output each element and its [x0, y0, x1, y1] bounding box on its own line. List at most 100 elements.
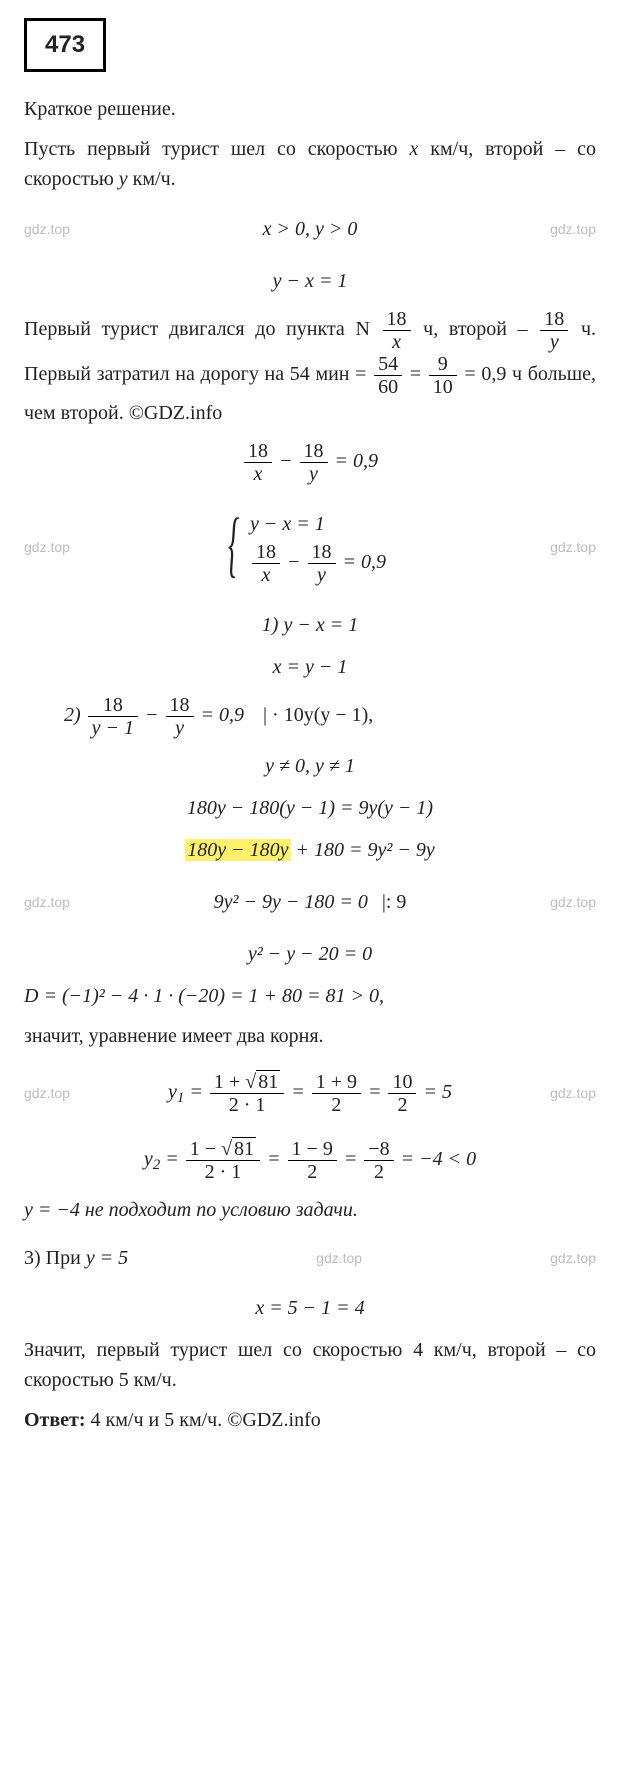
frac: 1 − √812 · 1 [186, 1138, 260, 1183]
num: 18 [300, 440, 328, 463]
num: 18 [308, 541, 336, 564]
eq: = [291, 1081, 310, 1103]
text: Пусть первый турист шел со скоростью [24, 138, 409, 160]
frac: 18x [244, 440, 272, 485]
den: y [166, 717, 194, 739]
num: 18 [88, 694, 138, 717]
line-a: 180y − 180(y − 1) = 9y(y − 1) [24, 793, 596, 823]
watermark: gdz.top [550, 1248, 596, 1269]
den: y [540, 331, 568, 353]
heading: Краткое решение. [24, 94, 596, 124]
cond: y ≠ 0, y ≠ 1 [24, 751, 596, 781]
rhs: = 0,9 [201, 704, 245, 726]
problem-number: 473 [24, 18, 106, 72]
y: y [144, 1148, 153, 1170]
line-b: 180y − 180y + 180 = 9y² − 9y [24, 835, 596, 865]
minus: − [145, 704, 164, 726]
eq: y − x = 1 [283, 614, 358, 636]
frac: 18y − 1 [88, 694, 138, 739]
res: = −4 < 0 [401, 1148, 477, 1170]
label: 1) [262, 614, 284, 636]
answer-row: Ответ: 4 км/ч и 5 км/ч. ©GDZ.info [24, 1405, 596, 1435]
sub: 1 [177, 1090, 185, 1106]
den: 60 [374, 376, 402, 398]
den: y [300, 463, 328, 485]
watermark: gdz.top [24, 892, 70, 913]
sys-row-2: 18x − 18y = 0,9 [250, 541, 386, 586]
watermark: gdz.top [24, 1083, 70, 1104]
wm-row: gdz.top y1 = 1 + √812 · 1 = 1 + 92 = 102… [24, 1059, 596, 1128]
frac: 1 − 92 [288, 1138, 337, 1183]
text: км/ч. [128, 168, 176, 190]
var-y: y [119, 168, 128, 190]
eq: = [368, 1081, 387, 1103]
watermark: gdz.top [550, 537, 596, 558]
num: −8 [364, 1138, 393, 1161]
num: 10 [388, 1071, 416, 1094]
eq: = [267, 1148, 286, 1170]
system: y − x = 1 18x − 18y = 0,9 [70, 507, 550, 588]
watermark: gdz.top [550, 1083, 596, 1104]
den: y − 1 [88, 717, 138, 739]
den: 2 [312, 1094, 361, 1116]
den: 2 [288, 1161, 337, 1183]
num: 18 [383, 308, 411, 331]
conclusion: Значит, первый турист шел со скоростью 4… [24, 1335, 596, 1395]
den: x [244, 463, 272, 485]
highlight: 180y − 180y [185, 839, 290, 861]
num: 1 − 9 [288, 1138, 337, 1161]
frac: 18y [300, 440, 328, 485]
numtext: 1 − [190, 1138, 221, 1160]
text: ч, второй – [413, 318, 539, 340]
den: 2 · 1 [210, 1094, 284, 1116]
time-paragraph: Первый турист двигался до пункта N 18x ч… [24, 308, 596, 428]
frac: 102 [388, 1071, 416, 1116]
numtext: 1 + [214, 1071, 245, 1093]
val: y = 5 [86, 1247, 128, 1269]
two-roots: значит, уравнение имеет два корня. [24, 1021, 596, 1051]
frac-18y: 18y [540, 308, 568, 353]
y2: y2 = 1 − √812 · 1 = 1 − 92 = −82 = −4 < … [24, 1138, 596, 1183]
step1-res: x = y − 1 [24, 652, 596, 682]
den: 2 · 1 [186, 1161, 260, 1183]
num: 18 [244, 440, 272, 463]
den: x [252, 564, 280, 586]
reject-root: y = −4 не подходит по условию задачи. [24, 1195, 596, 1225]
eq-main: 18x − 18y = 0,9 [24, 440, 596, 485]
step1-eq: 1) y − x = 1 [24, 610, 596, 640]
eq: = [189, 1081, 208, 1103]
num: 1 + 9 [312, 1071, 361, 1094]
den: 2 [364, 1161, 393, 1183]
wm-row: gdz.top 9y² − 9y − 180 = 0|: 9 gdz.top [24, 875, 596, 929]
num: 9 [429, 353, 457, 376]
wm-row: 3) При y = 5 gdz.top gdz.top [24, 1233, 596, 1283]
y1: y1 = 1 + √812 · 1 = 1 + 92 = 102 = 5 [70, 1071, 550, 1116]
frac: 18y [166, 694, 194, 739]
frac-18x: 18x [383, 308, 411, 353]
den: x [383, 331, 411, 353]
step3: 3) При y = 5 [24, 1243, 128, 1273]
wm-row: gdz.top x > 0, y > 0 gdz.top [24, 202, 596, 256]
rhs: = 0,9 [343, 551, 387, 573]
eq: 9y² − 9y − 180 = 0 [214, 891, 368, 913]
eq-domain: x > 0, y > 0 [70, 214, 550, 244]
line-c: 9y² − 9y − 180 = 0|: 9 [70, 887, 550, 917]
text: = [404, 363, 427, 385]
sqrt: 81 [232, 1137, 256, 1160]
res: = 5 [423, 1081, 452, 1103]
sys-row-1: y − x = 1 [250, 509, 386, 539]
divnote: |: 9 [368, 891, 407, 913]
line-d: y² − y − 20 = 0 [24, 939, 596, 969]
rhs: = 0,9 [335, 450, 379, 472]
multiply-note: | · 10y(y − 1), [249, 704, 373, 726]
num: 18 [166, 694, 194, 717]
minus: − [279, 450, 298, 472]
den: y [308, 564, 336, 586]
setup-paragraph: Пусть первый турист шел со скоростью x к… [24, 134, 596, 194]
eq: = [165, 1148, 184, 1170]
answer-text: 4 км/ч и 5 км/ч. ©GDZ.info [86, 1409, 321, 1431]
eq: = [344, 1148, 363, 1170]
text: Первый турист двигался до пункта N [24, 318, 381, 340]
num: 18 [252, 541, 280, 564]
watermark: gdz.top [550, 892, 596, 913]
